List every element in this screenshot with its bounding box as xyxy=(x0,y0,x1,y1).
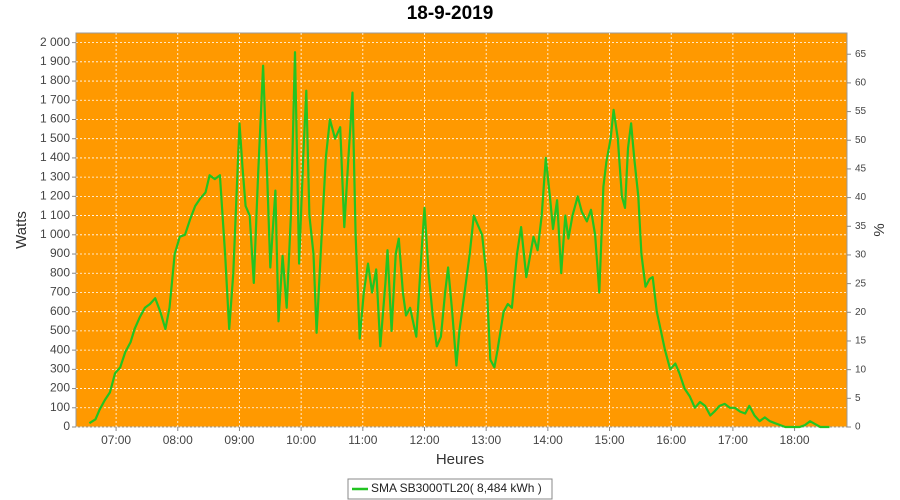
y2-tick-label: 40 xyxy=(855,192,867,203)
x-tick-label: 11:00 xyxy=(348,433,377,447)
y2-tick-label: 45 xyxy=(855,164,867,175)
x-tick-label: 13:00 xyxy=(471,433,501,447)
y2-tick-label: 25 xyxy=(855,278,867,289)
y-tick-label: 1 300 xyxy=(40,169,70,183)
y-tick-label: 1 500 xyxy=(40,131,70,145)
y-tick-label: 400 xyxy=(50,342,70,356)
chart-title: 18-9-2019 xyxy=(407,3,494,24)
y2-tick-label: 10 xyxy=(855,364,867,375)
x-tick-label: 18:00 xyxy=(780,433,810,447)
y-tick-label: 300 xyxy=(50,362,70,376)
y-tick-label: 1 000 xyxy=(40,227,70,241)
y2-tick-label: 60 xyxy=(855,78,867,89)
y2-tick-label: 35 xyxy=(855,221,867,232)
x-tick-label: 17:00 xyxy=(718,433,748,447)
y-tick-label: 1 800 xyxy=(40,73,70,87)
legend xyxy=(347,478,553,500)
y-tick-label: 700 xyxy=(50,285,70,299)
y-tick-label: 600 xyxy=(50,304,70,318)
x-tick-label: 08:00 xyxy=(163,433,193,447)
y-tick-label: 1 400 xyxy=(40,150,70,164)
x-tick-label: 12:00 xyxy=(409,433,439,447)
y2-tick-label: 5 xyxy=(855,393,861,404)
x-tick-label: 07:00 xyxy=(101,433,131,447)
x-tick-label: 10:00 xyxy=(286,433,316,447)
y-tick-label: 800 xyxy=(50,265,70,279)
line-series xyxy=(88,51,830,429)
x-tick-label: 15:00 xyxy=(595,433,625,447)
plot-area xyxy=(75,32,848,428)
x-tick-label: 14:00 xyxy=(533,433,563,447)
x-tick-label: 09:00 xyxy=(224,433,254,447)
legend-label: SMA SB3000TL20( 8,484 kWh ) xyxy=(371,481,542,495)
y2-tick-label: 20 xyxy=(855,307,867,318)
y2-tick-label: 65 xyxy=(855,49,867,60)
y-tick-label: 1 700 xyxy=(40,92,70,106)
y-tick-label: 200 xyxy=(50,381,70,395)
y-tick-label: 1 600 xyxy=(40,112,70,126)
y2-tick-label: 50 xyxy=(855,135,867,146)
y2-tick-label: 55 xyxy=(855,106,867,117)
y-axis-label: Watts xyxy=(13,211,30,249)
y-tick-label: 2 000 xyxy=(40,35,70,49)
y-tick-label: 1 100 xyxy=(40,208,70,222)
y-tick-label: 0 xyxy=(63,419,70,433)
y2-tick-label: 30 xyxy=(855,250,867,261)
y-tick-label: 500 xyxy=(50,323,70,337)
x-axis-label: Heures xyxy=(436,451,484,468)
y2-tick-label: 15 xyxy=(855,336,867,347)
y-tick-label: 1 900 xyxy=(40,54,70,68)
y2-tick-label: 0 xyxy=(855,422,861,433)
y-tick-label: 1 200 xyxy=(40,189,70,203)
x-tick-label: 16:00 xyxy=(656,433,686,447)
y2-axis-label: % xyxy=(871,223,888,236)
y-tick-label: 100 xyxy=(50,400,70,414)
y-tick-label: 900 xyxy=(50,246,70,260)
